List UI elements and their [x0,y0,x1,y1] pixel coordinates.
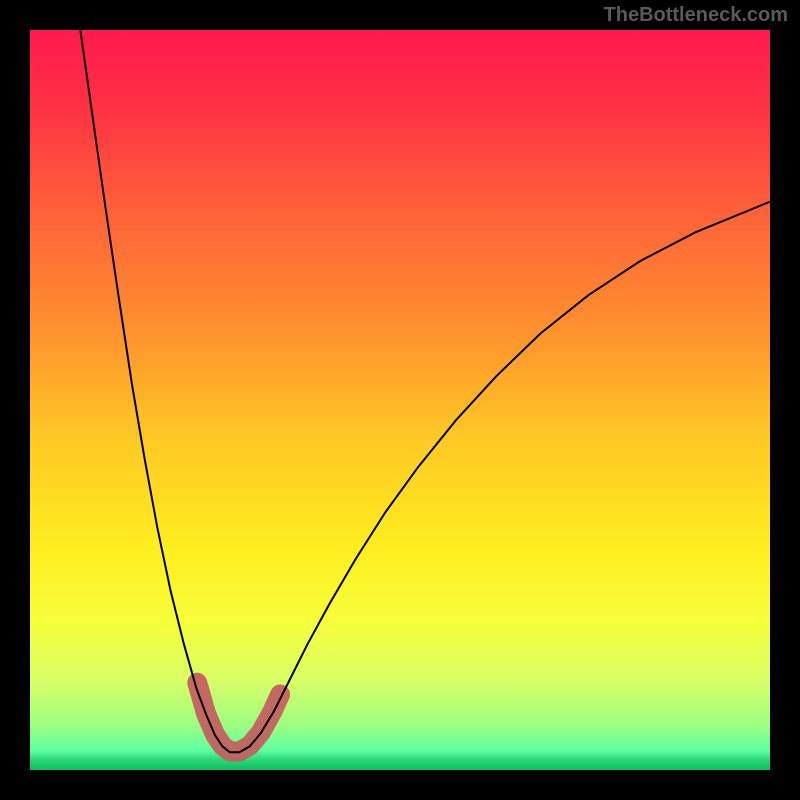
curve-layer [30,30,770,770]
watermark-text: TheBottleneck.com [604,4,788,27]
valley-highlight [197,683,280,752]
bottleneck-curve [80,30,770,752]
plot-area [30,30,770,770]
